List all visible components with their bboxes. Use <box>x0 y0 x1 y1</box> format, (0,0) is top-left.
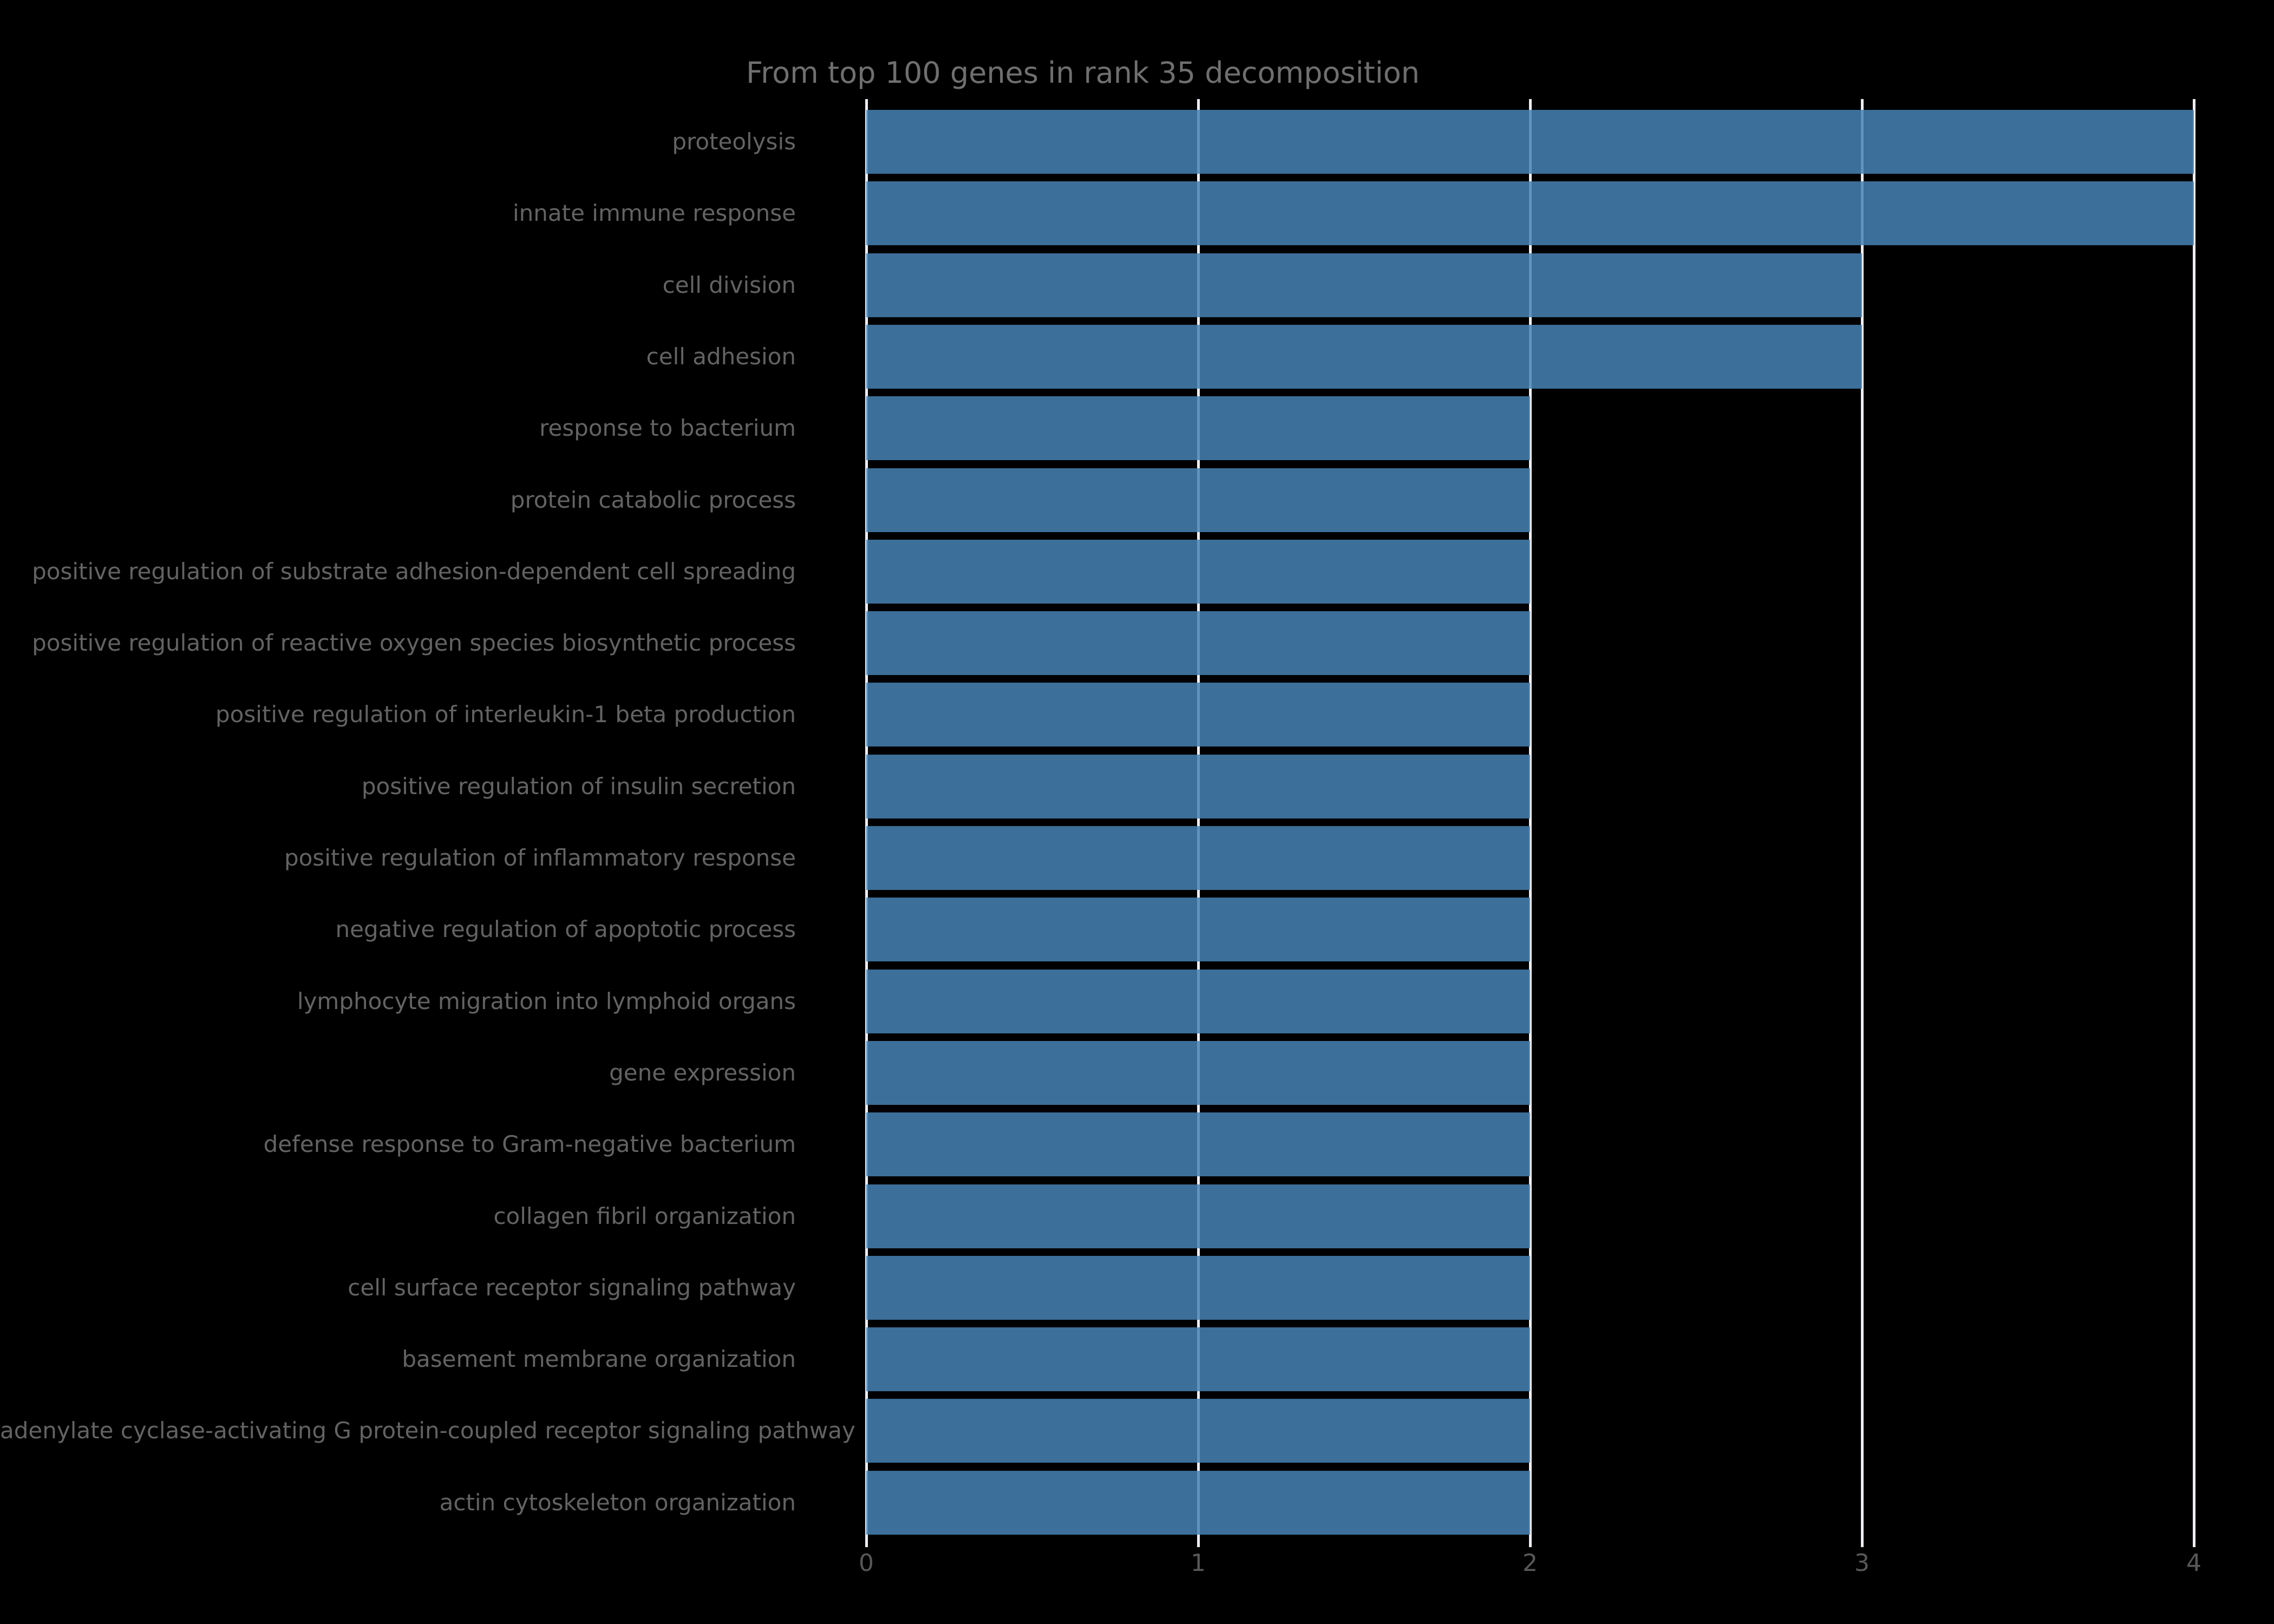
x-axis-tick-2 <box>1528 1537 1532 1547</box>
gridline-x-4 <box>2192 99 2195 1537</box>
bar <box>866 1040 1530 1105</box>
x-axis-tick-3 <box>1860 1537 1864 1547</box>
bar <box>866 683 1530 747</box>
y-tick-label: positive regulation of substrate adhesio… <box>32 558 796 585</box>
y-tick-label: response to bacterium <box>539 415 796 442</box>
bar <box>866 181 2194 246</box>
bar <box>866 1399 1530 1463</box>
y-tick-label: positive regulation of inflammatory resp… <box>284 844 796 871</box>
gridline-x-2 <box>1528 99 1532 1537</box>
y-tick-label: lymphocyte migration into lymphoid organ… <box>297 987 796 1014</box>
y-tick-label: negative regulation of apoptotic process <box>335 916 796 943</box>
y-tick-label: actin cytoskeleton organization <box>439 1489 796 1516</box>
x-axis-tick-4 <box>2192 1537 2195 1547</box>
x-tick-label-1: 1 <box>1191 1549 1206 1577</box>
x-tick-label-0: 0 <box>859 1549 874 1577</box>
chart-title: From top 100 genes in rank 35 decomposit… <box>746 56 1420 90</box>
bar <box>866 754 1530 818</box>
bar <box>866 898 1530 962</box>
bar <box>866 1470 1530 1535</box>
bar <box>866 253 1862 317</box>
y-tick-label: gene expression <box>609 1059 796 1086</box>
bar <box>866 1184 1530 1248</box>
y-tick-label: innate immune response <box>513 200 796 227</box>
plot-area <box>865 99 2195 1547</box>
y-tick-label: positive regulation of insulin secretion <box>361 772 796 800</box>
y-tick-label: proteolysis <box>672 128 796 155</box>
bar <box>866 826 1530 890</box>
y-tick-label: protein catabolic process <box>510 486 796 513</box>
x-axis-tick-0 <box>865 1537 868 1547</box>
bar <box>866 539 1530 604</box>
y-tick-label: basement membrane organization <box>402 1346 796 1373</box>
x-tick-label-3: 3 <box>1854 1549 1870 1577</box>
bar <box>866 468 1530 532</box>
bar <box>866 969 1530 1033</box>
y-tick-label: defense response to Gram-negative bacter… <box>263 1131 796 1158</box>
y-tick-label: cell adhesion <box>646 343 796 370</box>
gridline-x-3 <box>1860 99 1864 1537</box>
bar <box>866 396 1530 461</box>
bar <box>866 611 1530 676</box>
y-tick-label: positive regulation of reactive oxygen s… <box>32 630 796 657</box>
x-axis-tick-1 <box>1197 1537 1200 1547</box>
bar <box>866 324 1862 389</box>
y-axis-labels: proteolysis innate immune response cell di… <box>0 0 855 1624</box>
x-tick-label-2: 2 <box>1522 1549 1538 1577</box>
y-tick-label: collagen fibril organization <box>493 1202 796 1229</box>
bar <box>866 1327 1530 1392</box>
y-tick-label: adenylate cyclase-activating G protein-c… <box>0 1417 855 1444</box>
bar <box>866 1112 1530 1177</box>
x-tick-label-4: 4 <box>2186 1549 2201 1577</box>
y-tick-label: positive regulation of interleukin-1 bet… <box>215 701 796 728</box>
y-tick-label: cell surface receptor signaling pathway <box>348 1274 796 1301</box>
bar <box>866 110 2194 174</box>
bar <box>866 1255 1530 1320</box>
y-tick-label: cell division <box>662 271 796 298</box>
